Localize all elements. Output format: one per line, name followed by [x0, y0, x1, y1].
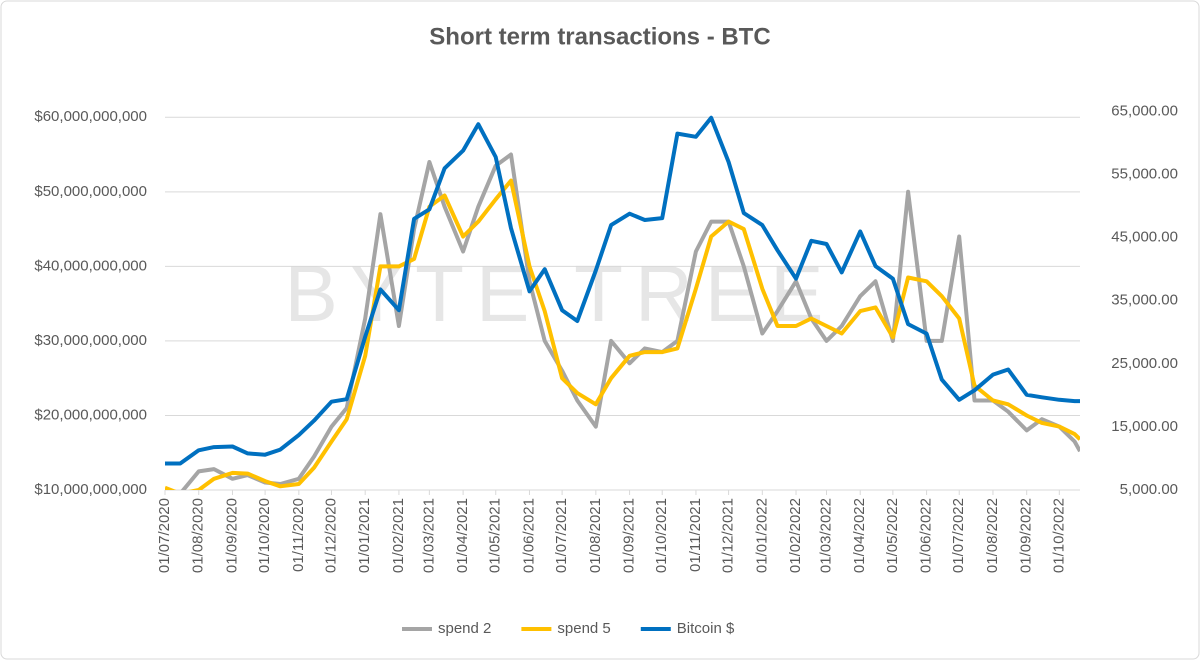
y2-tick-label: 5,000.00 — [1120, 481, 1178, 498]
y-tick-label: $60,000,000,000 — [34, 108, 147, 125]
y2-tick-label: 65,000.00 — [1111, 103, 1178, 120]
x-tick-label: 01/05/2022 — [884, 498, 901, 573]
y-tick-label: $40,000,000,000 — [34, 257, 147, 274]
x-tick-label: 01/10/2022 — [1050, 498, 1067, 573]
x-tick-label: 01/11/2020 — [290, 498, 307, 572]
x-tick-label: 01/12/2021 — [720, 498, 737, 573]
x-tick-label: 01/09/2021 — [621, 498, 638, 573]
x-tick-label: 01/10/2021 — [653, 498, 670, 573]
x-tick-label: 01/07/2021 — [553, 498, 570, 573]
y2-tick-label: 45,000.00 — [1111, 229, 1178, 246]
x-tick-label: 01/12/2020 — [322, 498, 339, 573]
y2-tick-label: 25,000.00 — [1111, 355, 1178, 372]
x-tick-label: 01/07/2020 — [156, 498, 173, 573]
series-line — [180, 152, 1080, 490]
legend-label: spend 2 — [438, 620, 491, 637]
y2-tick-label: 55,000.00 — [1111, 166, 1178, 183]
y-tick-label: $30,000,000,000 — [34, 332, 147, 349]
legend-label: spend 5 — [557, 620, 610, 637]
y-tick-label: $20,000,000,000 — [34, 406, 147, 423]
chart-title: Short term transactions - BTC — [429, 23, 770, 50]
x-tick-label: 01/06/2022 — [918, 498, 935, 573]
x-tick-label: 01/01/2022 — [753, 498, 770, 573]
x-tick-label: 01/08/2021 — [587, 498, 604, 573]
x-tick-label: 01/07/2022 — [950, 498, 967, 573]
x-tick-label: 01/02/2022 — [787, 498, 804, 573]
x-tick-label: 01/09/2022 — [1018, 498, 1035, 573]
x-tick-label: 01/09/2020 — [223, 498, 240, 573]
y-tick-label: $10,000,000,000 — [34, 481, 147, 498]
series-line — [165, 178, 1080, 490]
y-tick-label: $50,000,000,000 — [34, 183, 147, 200]
x-tick-label: 01/04/2021 — [454, 498, 471, 573]
x-tick-label: 01/05/2021 — [487, 498, 504, 573]
x-tick-label: 01/04/2022 — [851, 498, 868, 573]
x-tick-label: 01/02/2021 — [390, 498, 407, 573]
x-tick-label: 01/08/2022 — [984, 498, 1001, 573]
x-tick-label: 01/03/2022 — [817, 498, 834, 573]
series-line — [165, 115, 1080, 466]
plot-area — [165, 115, 1080, 490]
x-tick-label: 01/03/2021 — [420, 498, 437, 573]
x-tick-label: 01/11/2021 — [687, 498, 704, 572]
legend-label: Bitcoin $ — [677, 620, 735, 637]
y2-tick-label: 15,000.00 — [1111, 418, 1178, 435]
y2-tick-label: 35,000.00 — [1111, 292, 1178, 309]
x-tick-label: 01/08/2020 — [190, 498, 207, 573]
x-tick-label: 01/06/2021 — [520, 498, 537, 573]
x-tick-label: 01/01/2021 — [356, 498, 373, 573]
x-tick-label: 01/10/2020 — [256, 498, 273, 573]
